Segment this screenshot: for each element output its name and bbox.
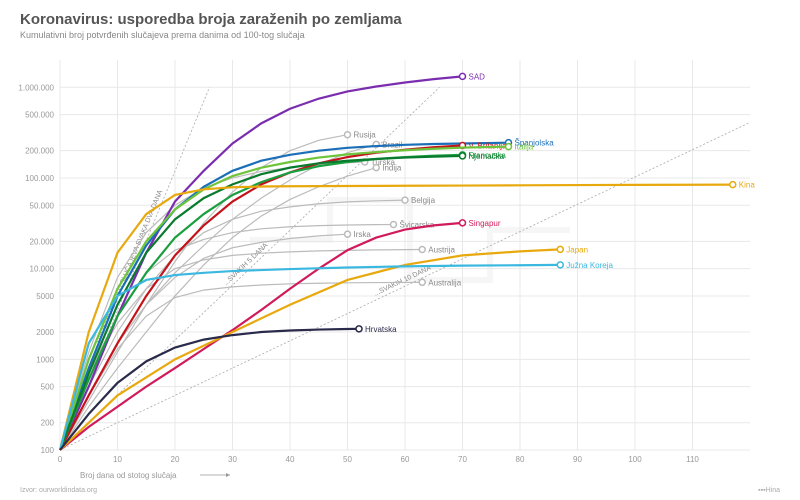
y-tick-label: 200 <box>41 419 55 428</box>
series-end-marker <box>345 231 351 237</box>
y-tick-label: 10.000 <box>30 265 55 274</box>
series-end-marker <box>345 132 351 138</box>
series-end-marker <box>460 73 466 79</box>
y-tick-label: 1.000.000 <box>18 83 54 92</box>
series-Italija <box>60 147 509 450</box>
series-label: Japan <box>566 245 588 254</box>
x-tick-label: 80 <box>516 455 525 464</box>
series-end-marker <box>460 153 466 159</box>
y-tick-label: 20.000 <box>30 237 55 246</box>
series-label: Indija <box>382 164 402 173</box>
x-tick-label: 0 <box>58 455 63 464</box>
y-tick-label: 500 <box>41 383 55 392</box>
y-tick-label: 200.000 <box>25 147 54 156</box>
chart-subtitle: Kumulativni broj potvrđenih slučajeva pr… <box>20 30 305 40</box>
series-label: SAD <box>469 72 486 81</box>
series-end-marker <box>402 197 408 203</box>
series-end-marker <box>460 220 466 226</box>
x-tick-label: 10 <box>113 455 122 464</box>
series-label: Kina <box>739 181 756 190</box>
series-end-marker <box>419 247 425 253</box>
series-label: Hrvatska <box>365 325 397 334</box>
source-text: Izvor: ourworldindata.org <box>20 487 97 494</box>
series-label: Belgija <box>411 196 436 205</box>
x-axis-label: Broj dana od stotog slučaja <box>80 471 177 480</box>
x-tick-label: 90 <box>573 455 582 464</box>
x-tick-label: 30 <box>228 455 237 464</box>
x-tick-label: 100 <box>628 455 642 464</box>
y-tick-label: 5000 <box>36 292 54 301</box>
series-label: Irska <box>354 230 372 239</box>
series-label: Južna Koreja <box>566 261 613 270</box>
series-end-marker <box>557 246 563 252</box>
series-label: Australija <box>428 278 461 287</box>
covid-chart: Koronavirus: usporedba broja zaraženih p… <box>0 0 800 500</box>
series-label: Austrija <box>428 246 455 255</box>
x-tick-label: 50 <box>343 455 352 464</box>
series-end-marker <box>356 326 362 332</box>
y-tick-label: 2000 <box>36 328 54 337</box>
series-label: Rusija <box>354 131 377 140</box>
x-axis-arrowhead <box>226 473 230 477</box>
y-tick-label: 500.000 <box>25 111 54 120</box>
series-label: Singapur <box>469 219 501 228</box>
x-tick-label: 40 <box>286 455 295 464</box>
chart-title: Koronavirus: usporedba broja zaraženih p… <box>20 11 402 28</box>
series-end-marker <box>557 262 563 268</box>
series-end-marker <box>391 221 397 227</box>
y-tick-label: 1000 <box>36 355 54 364</box>
x-tick-label: 110 <box>686 455 699 464</box>
series-label: Italija <box>515 143 534 152</box>
brand-text: ▪▪▪Hina <box>758 487 780 494</box>
series-end-marker <box>506 144 512 150</box>
y-tick-label: 100.000 <box>25 174 54 183</box>
y-tick-label: 100 <box>41 446 55 455</box>
x-tick-label: 60 <box>401 455 410 464</box>
series-label: Njemačka <box>469 152 505 161</box>
series-end-marker <box>373 165 379 171</box>
series-end-marker <box>419 279 425 285</box>
y-tick-label: 50.000 <box>30 201 55 210</box>
series-end-marker <box>730 182 736 188</box>
series-Singapur <box>60 223 463 450</box>
x-tick-label: 20 <box>171 455 180 464</box>
x-tick-label: 70 <box>458 455 467 464</box>
